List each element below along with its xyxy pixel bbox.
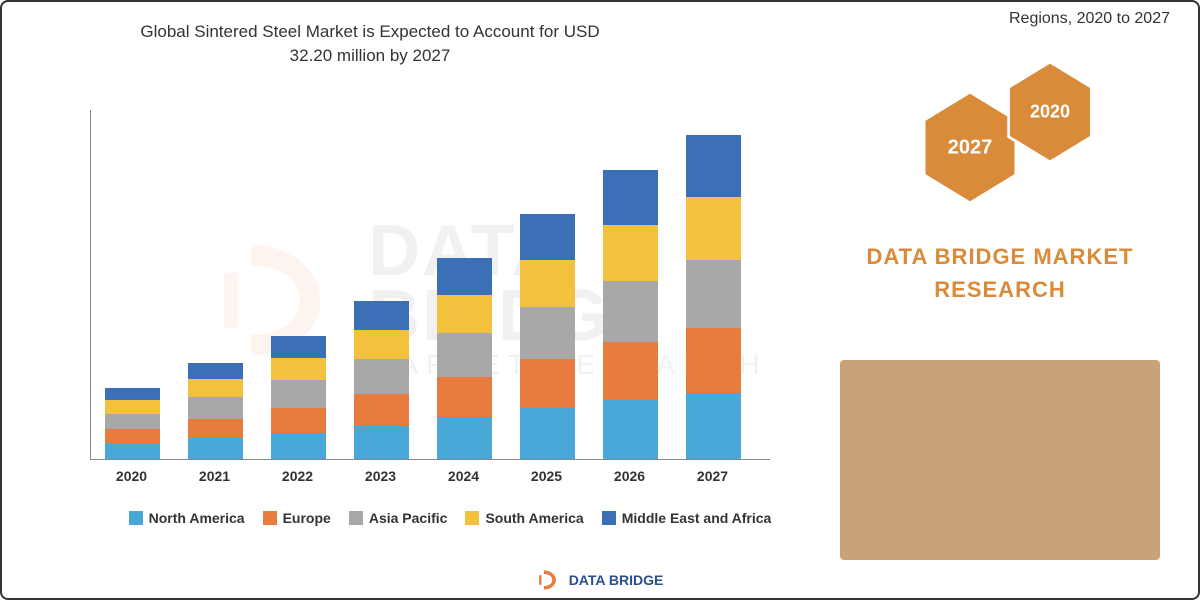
legend-swatch [349,511,363,525]
bar-segment [603,342,658,400]
bar-segment [105,443,160,459]
bar-segment [686,197,741,260]
footer-logo-icon [537,568,561,592]
chart-area: 2020 2021 2022 2023 2024 2025 2026 2027 [90,110,770,490]
bar-segment [686,328,741,393]
bar-group [188,363,243,459]
x-axis-label: 2025 [519,468,574,484]
bar-segment [603,225,658,281]
chart-plot [90,110,770,460]
bar-segment [686,135,741,196]
legend-item: Middle East and Africa [602,510,772,526]
bar-segment [105,400,160,413]
bar-segment [354,330,409,360]
bar-segment [271,358,326,381]
bar-group [354,301,409,459]
bar-segment [603,281,658,342]
hex-2020: 2020 [1005,60,1095,164]
bar-segment [686,393,741,460]
bar-segment [188,363,243,380]
legend-swatch [263,511,277,525]
x-axis-label: 2021 [187,468,242,484]
bar-group [603,170,658,459]
chart-title: Global Sintered Steel Market is Expected… [120,20,620,68]
legend-label: South America [485,510,583,526]
brand-color-block [840,360,1160,560]
bar-segment [520,359,575,408]
bar-segment [188,438,243,459]
x-axis-label: 2022 [270,468,325,484]
x-axis-label: 2023 [353,468,408,484]
bar-segment [105,429,160,443]
bar-segment [603,400,658,460]
hex-2020-label: 2020 [1030,102,1070,123]
bar-segment [354,359,409,394]
legend-swatch [465,511,479,525]
legend-item: Europe [263,510,331,526]
bar-segment [520,260,575,307]
header-right-text: Regions, 2020 to 2027 [1009,10,1170,28]
x-axis-label: 2027 [685,468,740,484]
bar-segment [271,380,326,408]
brand-line1: DATA BRIDGE MARKET [867,244,1134,269]
legend-item: North America [129,510,245,526]
year-hexagons: 2027 2020 [840,60,1160,220]
bar-segment [105,388,160,400]
bar-group [686,135,741,459]
bar-segment [437,377,492,417]
bar-segment [188,397,243,419]
bar-segment [520,307,575,360]
bar-segment [520,408,575,459]
bar-segment [437,333,492,377]
x-axis-label: 2024 [436,468,491,484]
bar-segment [603,170,658,224]
right-panel: 2027 2020 DATA BRIDGE MARKET RESEARCH [840,60,1160,306]
x-axis-labels: 2020 2021 2022 2023 2024 2025 2026 2027 [90,468,770,488]
legend-swatch [129,511,143,525]
legend-item: South America [465,510,583,526]
hex-2027-label: 2027 [948,136,993,159]
chart-legend: North America Europe Asia Pacific South Ame… [90,510,810,526]
bar-segment [271,433,326,459]
legend-item: Asia Pacific [349,510,448,526]
bar-segment [354,426,409,459]
bar-group [520,214,575,459]
x-axis-label: 2026 [602,468,657,484]
bar-group [271,336,326,459]
bar-segment [437,417,492,459]
legend-label: Europe [283,510,331,526]
legend-swatch [602,511,616,525]
legend-label: Asia Pacific [369,510,448,526]
footer-logo-text: DATA BRIDGE [569,572,664,588]
brand-name: DATA BRIDGE MARKET RESEARCH [840,240,1160,306]
bar-segment [105,414,160,430]
bar-segment [437,295,492,334]
bar-segment [271,408,326,433]
bar-segment [437,258,492,295]
bar-segment [520,214,575,260]
bar-segment [188,419,243,438]
bar-segment [271,336,326,358]
bar-group [437,258,492,459]
x-axis-label: 2020 [104,468,159,484]
footer-logo: DATA BRIDGE [537,568,664,592]
bar-segment [354,301,409,330]
bar-group [105,388,160,459]
legend-label: Middle East and Africa [622,510,772,526]
brand-line2: RESEARCH [934,277,1065,302]
bar-segment [686,260,741,328]
legend-label: North America [149,510,245,526]
bar-segment [354,394,409,426]
bar-segment [188,379,243,397]
